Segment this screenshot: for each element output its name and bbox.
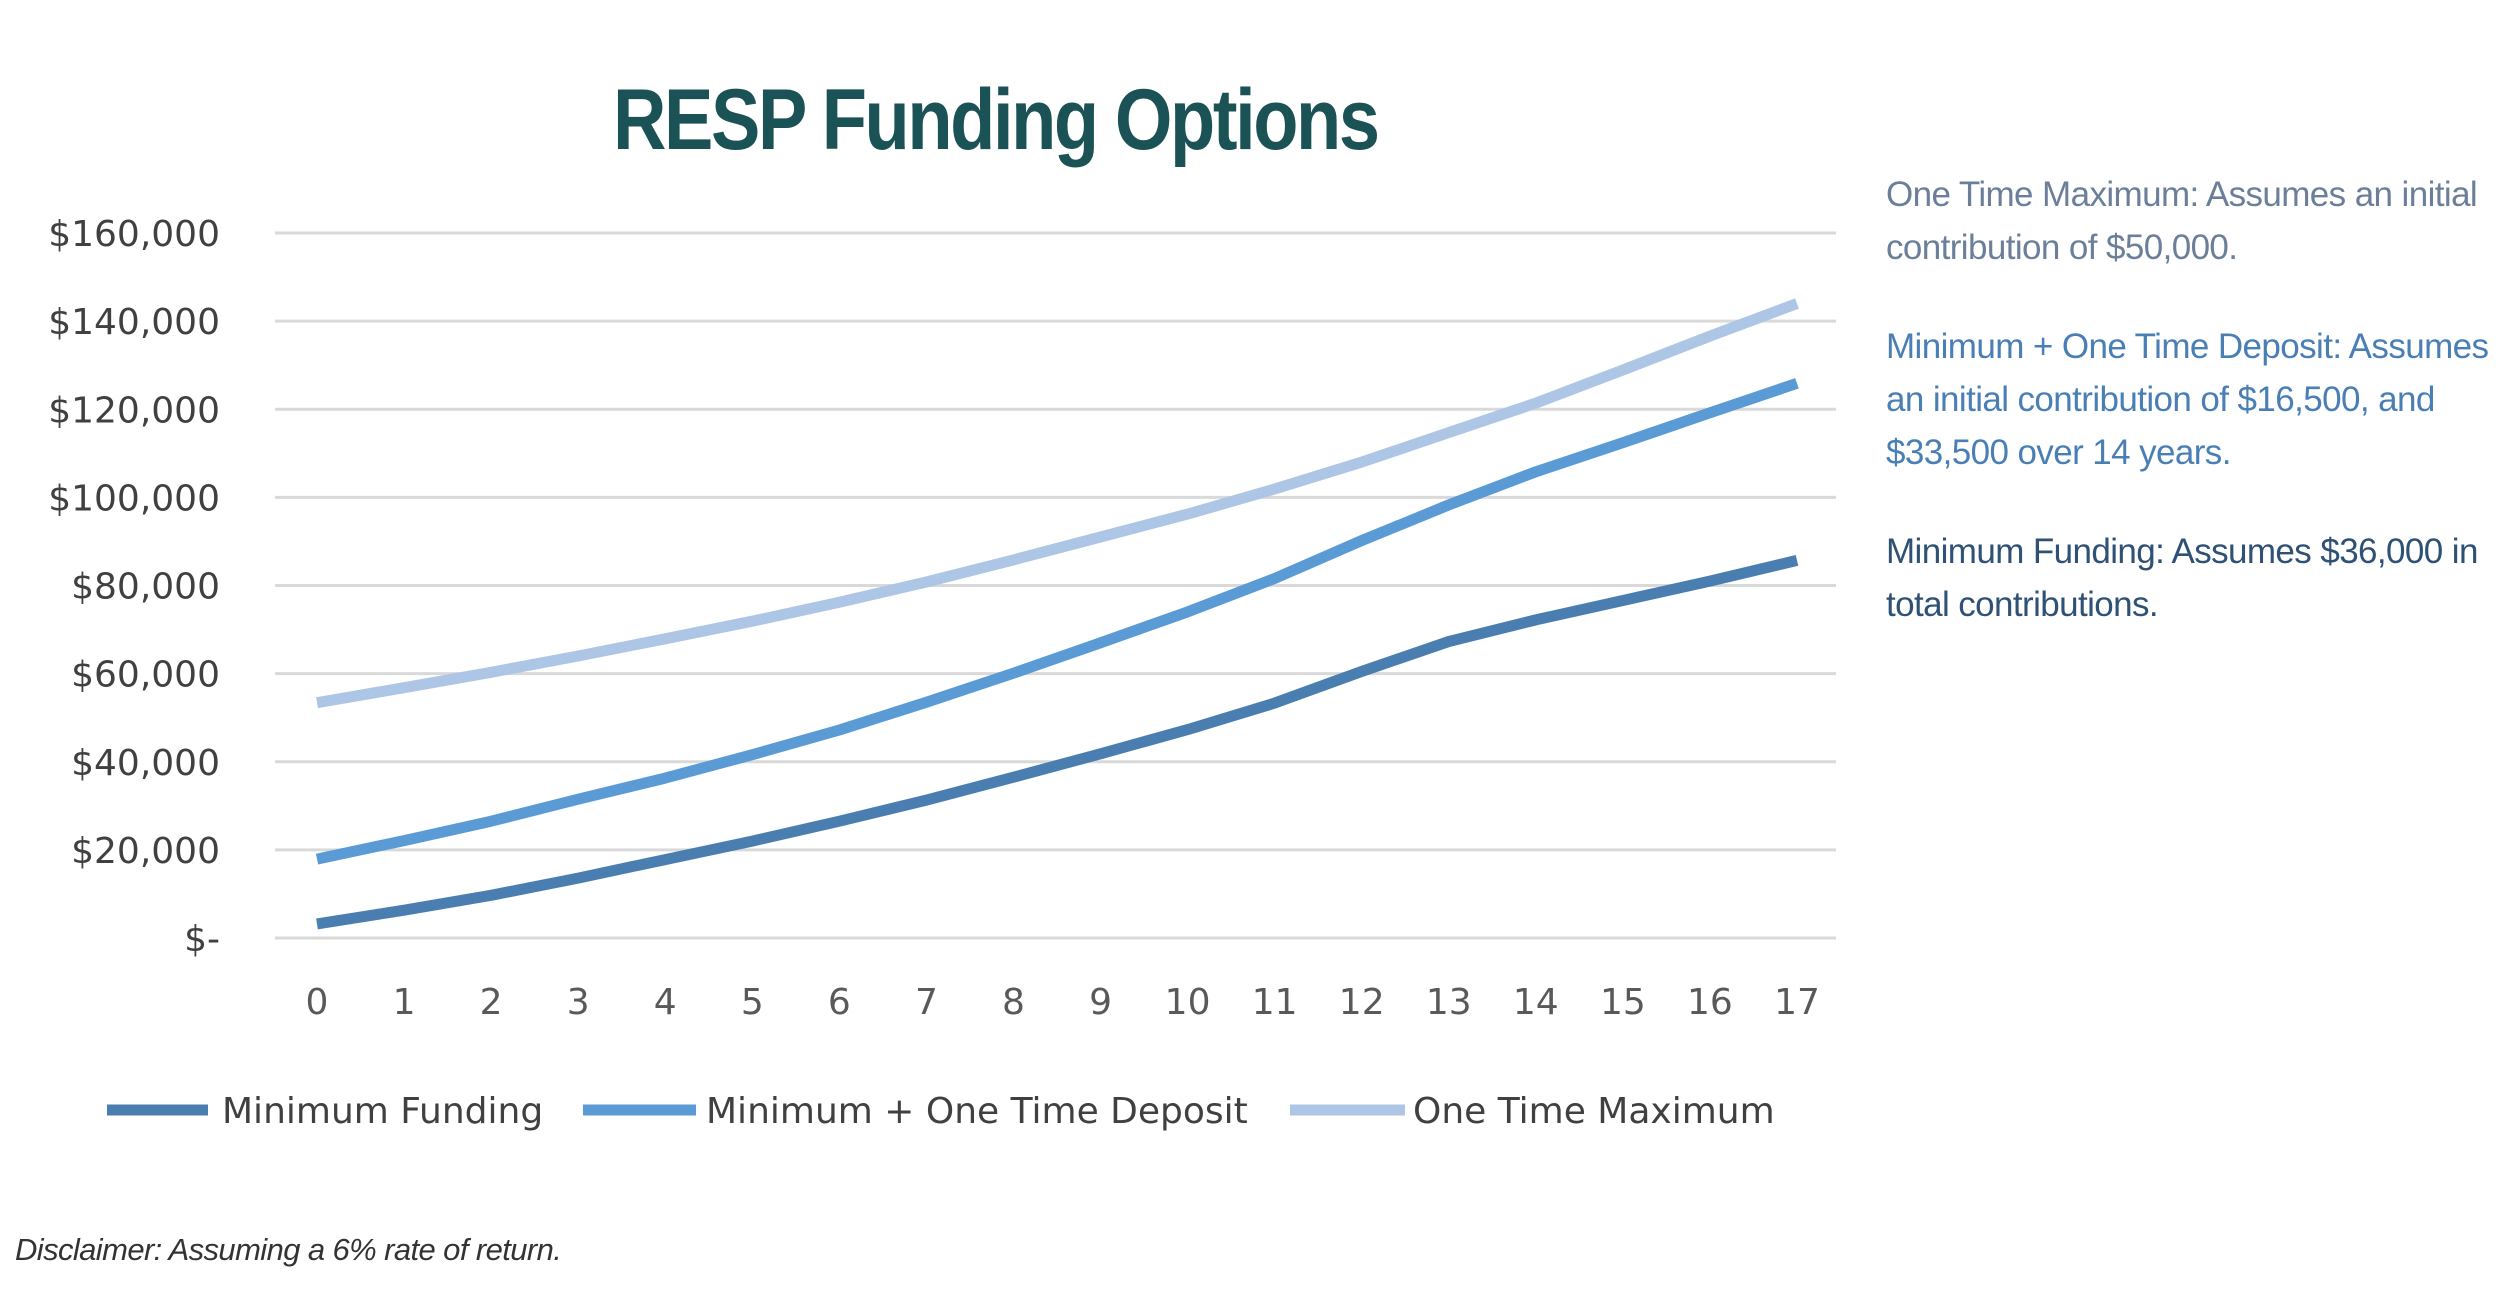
legend-label-minimum-funding: Minimum Funding	[222, 1091, 543, 1132]
x-tick-label: 8	[1002, 982, 1025, 1023]
x-tick-label: 17	[1774, 982, 1820, 1023]
y-tick-label: $60,000	[71, 655, 220, 696]
x-tick-label: 5	[741, 982, 764, 1023]
x-tick-label: 0	[306, 982, 329, 1023]
series-notes: One Time Maximum: Assumes an initial con…	[1886, 168, 2506, 677]
note-minimum-plus-deposit: Minimum + One Time Deposit: Assumes an i…	[1886, 327, 2489, 472]
legend-label-minimum-one-time-deposit: Minimum + One Time Deposit	[706, 1091, 1248, 1132]
series-line-minimum-one-time-deposit	[315, 378, 1799, 865]
x-tick-label: 7	[915, 982, 938, 1023]
x-tick-label: 15	[1600, 982, 1646, 1023]
y-tick-label: $80,000	[71, 567, 220, 608]
x-tick-label: 16	[1687, 982, 1733, 1023]
x-tick-label: 10	[1165, 982, 1211, 1023]
x-tick-label: 6	[828, 982, 851, 1023]
series-line-one-time-maximum	[316, 298, 1799, 709]
legend-label-one-time-maximum: One Time Maximum	[1413, 1091, 1775, 1132]
y-tick-label: $40,000	[71, 743, 220, 784]
x-tick-label: 2	[480, 982, 503, 1023]
x-tick-label: 9	[1089, 982, 1112, 1023]
x-tick-label: 14	[1513, 982, 1559, 1023]
note-minimum-funding: Minimum Funding: Assumes $36,000 in tota…	[1886, 532, 2478, 624]
y-axis-tick-labels: $- $20,000 $40,000 $60,000 $80,000 $100,000 $1…	[48, 214, 220, 960]
series-lines	[315, 298, 1799, 930]
x-tick-label: 3	[567, 982, 590, 1023]
y-tick-label: $-	[184, 919, 220, 960]
y-tick-label: $140,000	[48, 302, 220, 343]
x-tick-label: 1	[393, 982, 416, 1023]
gridlines	[275, 231, 1836, 940]
x-axis-tick-labels: 0 1 2 3 4 5 6 7 8 9 10 11 12 13 14 15 16 17	[306, 982, 1820, 1023]
chart-title: RESP Funding Options	[613, 71, 1380, 168]
x-tick-label: 12	[1339, 982, 1385, 1023]
y-tick-label: $160,000	[48, 214, 220, 255]
y-tick-label: $100,000	[48, 478, 220, 519]
series-line-minimum-funding	[316, 555, 1799, 930]
x-tick-label: 4	[654, 982, 677, 1023]
x-tick-label: 11	[1252, 982, 1298, 1023]
note-one-time-maximum: One Time Maximum: Assumes an initial con…	[1886, 175, 2478, 267]
y-tick-label: $120,000	[48, 390, 220, 431]
legend: Minimum Funding Minimum + One Time Deposi…	[107, 1091, 1775, 1132]
x-tick-label: 13	[1426, 982, 1472, 1023]
y-tick-label: $20,000	[71, 831, 220, 872]
disclaimer: Disclaimer: Assuming a 6% rate of return…	[15, 1232, 562, 1267]
